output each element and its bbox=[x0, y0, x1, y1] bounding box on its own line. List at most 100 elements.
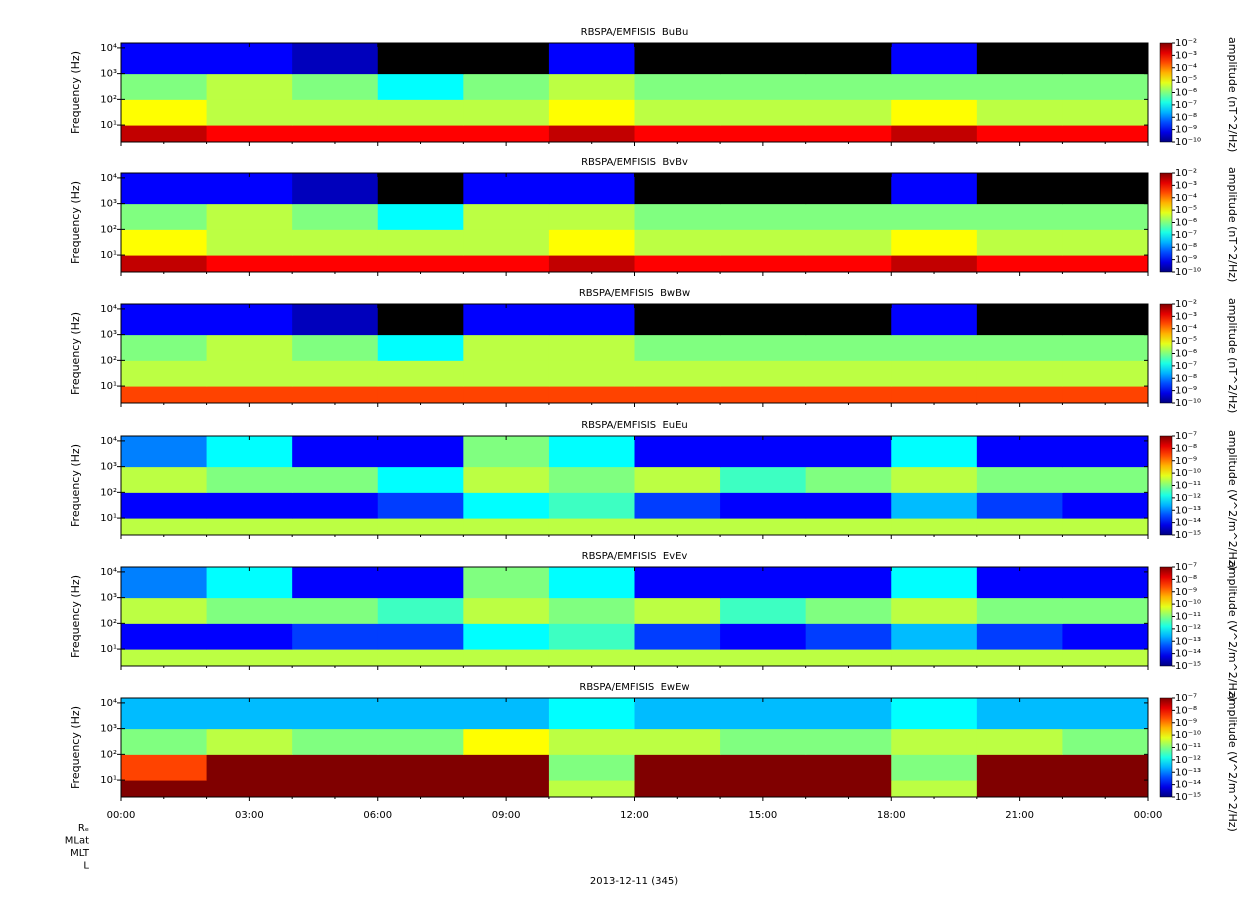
colorbar bbox=[1159, 697, 1173, 798]
heatmap-cell bbox=[377, 518, 464, 536]
heatmap-cell bbox=[377, 492, 464, 519]
heatmap-cell bbox=[206, 43, 293, 75]
heatmap-cell bbox=[292, 623, 379, 650]
y-tick-label: 10⁴ bbox=[100, 173, 117, 184]
heatmap-cell bbox=[463, 780, 550, 798]
heatmap-cell bbox=[548, 623, 635, 650]
heatmap-cell bbox=[891, 255, 978, 273]
heatmap-cell bbox=[463, 334, 550, 361]
colorbar-tick-label: 10⁻¹⁴ bbox=[1175, 518, 1201, 529]
y-tick-label: 10⁴ bbox=[100, 436, 117, 447]
y-tick-label: 10³ bbox=[100, 593, 117, 604]
heatmap-cell bbox=[805, 255, 892, 273]
colorbar-tick-label: 10⁻² bbox=[1175, 38, 1197, 49]
heatmap-cell bbox=[121, 518, 208, 536]
heatmap-cell bbox=[634, 360, 721, 387]
y-tick-label: 10³ bbox=[100, 462, 117, 473]
heatmap-cell bbox=[720, 623, 807, 650]
heatmap-cell bbox=[377, 304, 464, 336]
heatmap-cell bbox=[976, 436, 1063, 468]
heatmap-cell bbox=[976, 597, 1063, 624]
colorbar-tick-label: 10⁻⁷ bbox=[1175, 100, 1197, 111]
heatmap-cell bbox=[805, 73, 892, 100]
heatmap-cell bbox=[121, 173, 208, 205]
heatmap-cell bbox=[720, 255, 807, 273]
heatmap-cell bbox=[206, 649, 293, 667]
heatmap-cell bbox=[377, 386, 464, 404]
heatmap-cell bbox=[292, 567, 379, 599]
heatmap-cell bbox=[548, 99, 635, 126]
heatmap-cell bbox=[891, 334, 978, 361]
colorbar-tick-label: 10⁻⁶ bbox=[1175, 349, 1197, 360]
heatmap-cell bbox=[720, 466, 807, 493]
y-tick-label: 10⁴ bbox=[100, 567, 117, 578]
heatmap-cell bbox=[1062, 125, 1149, 143]
x-tick-label: 03:00 bbox=[235, 810, 264, 821]
heatmap-cell bbox=[463, 173, 550, 205]
heatmap-cell bbox=[976, 728, 1063, 755]
heatmap-cell bbox=[634, 43, 721, 75]
panel-title: RBSPA/EMFISIS EvEv bbox=[582, 551, 688, 562]
heatmap-cell bbox=[1062, 99, 1149, 126]
heatmap-cell bbox=[891, 649, 978, 667]
colorbar-tick-label: 10⁻¹² bbox=[1175, 624, 1201, 635]
heatmap-cell bbox=[720, 304, 807, 336]
colorbar-label: amplitude (nT^2/Hz) bbox=[1226, 37, 1239, 152]
y-tick-label: 10² bbox=[100, 94, 117, 105]
heatmap-cell bbox=[891, 466, 978, 493]
heatmap-cell bbox=[634, 125, 721, 143]
heatmap-cell bbox=[805, 567, 892, 599]
heatmap-cell bbox=[463, 360, 550, 387]
heatmap-cell bbox=[720, 229, 807, 256]
heatmap-cell bbox=[805, 754, 892, 781]
heatmap-cell bbox=[463, 623, 550, 650]
heatmap-cell bbox=[891, 43, 978, 75]
heatmap-cell bbox=[292, 173, 379, 205]
heatmap-cell bbox=[121, 623, 208, 650]
x-tick-label: 15:00 bbox=[748, 810, 777, 821]
heatmap-cell bbox=[463, 229, 550, 256]
colorbar-tick-label: 10⁻¹² bbox=[1175, 755, 1201, 766]
heatmap-cell bbox=[720, 360, 807, 387]
heatmap-cell bbox=[463, 728, 550, 755]
heatmap-cell bbox=[805, 518, 892, 536]
heatmap-cell bbox=[292, 518, 379, 536]
heatmap-cell bbox=[463, 125, 550, 143]
y-tick-label: 10³ bbox=[100, 199, 117, 210]
heatmap-cell bbox=[548, 360, 635, 387]
heatmap-cell bbox=[891, 728, 978, 755]
heatmap-cell bbox=[1062, 623, 1149, 650]
heatmap-cell bbox=[634, 436, 721, 468]
heatmap-cell bbox=[206, 597, 293, 624]
y-tick-label: 10¹ bbox=[100, 775, 117, 786]
heatmap-cell bbox=[634, 203, 721, 230]
heatmap-cell bbox=[805, 780, 892, 798]
colorbar-tick-label: 10⁻¹⁰ bbox=[1175, 468, 1201, 479]
heatmap-cell bbox=[1062, 304, 1149, 336]
colorbar bbox=[1159, 566, 1173, 667]
heatmap-cell bbox=[1062, 597, 1149, 624]
colorbar-tick-label: 10⁻¹³ bbox=[1175, 505, 1201, 516]
heatmap-cell bbox=[463, 99, 550, 126]
heatmap-cell bbox=[463, 304, 550, 336]
heatmap-cell bbox=[206, 173, 293, 205]
heatmap-cell bbox=[634, 597, 721, 624]
colorbar-tick-label: 10⁻¹⁵ bbox=[1175, 530, 1201, 541]
heatmap-cell bbox=[121, 43, 208, 75]
heatmap-cell bbox=[634, 754, 721, 781]
x-tick-label: 06:00 bbox=[363, 810, 392, 821]
heatmap-cell bbox=[1062, 173, 1149, 205]
colorbar-tick-label: 10⁻⁹ bbox=[1175, 456, 1197, 467]
ephemeris-label: MLat bbox=[65, 836, 89, 847]
heatmap-cell bbox=[463, 436, 550, 468]
heatmap-cell bbox=[121, 386, 208, 404]
heatmap-cell bbox=[720, 567, 807, 599]
heatmap-cell bbox=[377, 728, 464, 755]
colorbar-tick-label: 10⁻² bbox=[1175, 168, 1197, 179]
colorbar-tick-label: 10⁻⁹ bbox=[1175, 718, 1197, 729]
x-tick-label: 09:00 bbox=[492, 810, 521, 821]
heatmap-cell bbox=[206, 229, 293, 256]
heatmap-cell bbox=[548, 492, 635, 519]
heatmap-cell bbox=[976, 698, 1063, 730]
